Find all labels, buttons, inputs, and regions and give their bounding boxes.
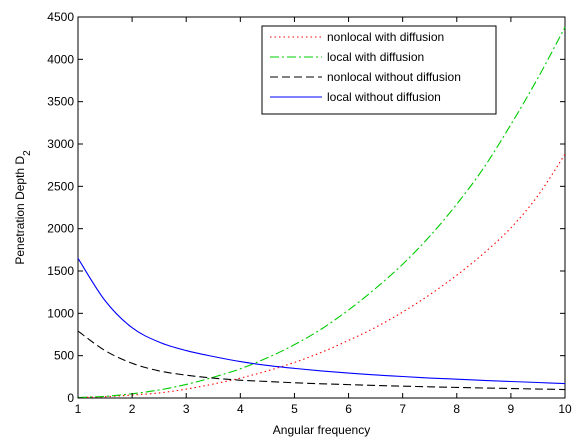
series-line-1: [77, 153, 566, 399]
y-tick-label: 1000: [47, 306, 74, 320]
y-tick-label: 3000: [47, 137, 74, 151]
x-tick-label: 6: [345, 402, 352, 416]
x-tick-label: 8: [453, 402, 460, 416]
series-line-4: [77, 258, 566, 385]
x-tick-label: 2: [129, 402, 136, 416]
legend-label-4: local without diffusion: [327, 90, 441, 104]
x-tick-label: 3: [183, 402, 190, 416]
y-axis-label-subscript: 2: [22, 150, 33, 156]
x-axis-label: Angular frequency: [273, 423, 370, 437]
x-axis-ticks: 1 2 3 4 5 6 7 8 9 10: [75, 17, 572, 416]
x-tick-label: 5: [291, 402, 298, 416]
series-line-2: [77, 26, 566, 399]
y-tick-label: 4000: [47, 52, 74, 66]
y-tick-label: 500: [54, 349, 74, 363]
y-axis-label: Penetration Depth D2: [13, 150, 33, 265]
legend-label-3: nonlocal without diffusion: [327, 70, 461, 84]
series-layer: [77, 26, 566, 399]
y-tick-label: 3500: [47, 95, 74, 109]
y-tick-label: 0: [67, 391, 74, 405]
legend-label-2: local with diffusion: [327, 50, 424, 64]
x-tick-label: 10: [558, 402, 572, 416]
legend-label-1: nonlocal with diffusion: [327, 30, 444, 44]
x-tick-label: 9: [508, 402, 515, 416]
x-tick-label: 4: [237, 402, 244, 416]
series-line-3: [77, 330, 566, 391]
x-tick-label: 7: [399, 402, 406, 416]
y-tick-label: 2500: [47, 179, 74, 193]
x-tick-label: 1: [75, 402, 82, 416]
y-axis-label-main: Penetration Depth D: [13, 156, 27, 265]
y-tick-label: 2000: [47, 222, 74, 236]
legend-box: [261, 25, 497, 115]
legend: nonlocal with diffusion local with diffus…: [261, 25, 497, 115]
y-axis-ticks: 0 500 1000 1500 2000 2500 3000 3500 4000 4500: [47, 10, 565, 405]
y-tick-label: 4500: [47, 10, 74, 24]
y-tick-label: 1500: [47, 264, 74, 278]
